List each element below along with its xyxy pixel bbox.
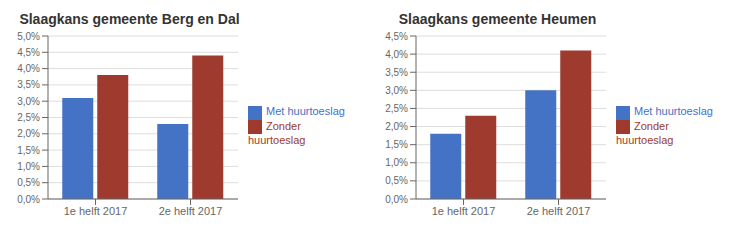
svg-text:2,5%: 2,5% bbox=[17, 112, 40, 123]
html-text:Met huurtoeslag: Met huurtoeslag bbox=[266, 105, 345, 118]
html-text:Zonder huurtoeslag: Zonder huurtoeslag bbox=[616, 119, 674, 146]
svg-text:1e helft 2017: 1e helft 2017 bbox=[432, 205, 496, 217]
svg-text:2e helft 2017: 2e helft 2017 bbox=[159, 205, 223, 217]
svg-text:5,0%: 5,0% bbox=[17, 31, 40, 42]
svg-text:2,5%: 2,5% bbox=[385, 103, 408, 114]
svg-text:4,5%: 4,5% bbox=[385, 31, 408, 42]
svg-text:4,0%: 4,0% bbox=[385, 49, 408, 60]
svg-text:0,5%: 0,5% bbox=[17, 177, 40, 188]
svg-text:1e helft 2017: 1e helft 2017 bbox=[64, 205, 128, 217]
svg-text:1,0%: 1,0% bbox=[385, 157, 408, 168]
svg-text:0,0%: 0,0% bbox=[385, 194, 408, 205]
svg-text:2e helft 2017: 2e helft 2017 bbox=[527, 205, 591, 217]
svg-text:1,5%: 1,5% bbox=[17, 145, 40, 156]
svg-text:2,0%: 2,0% bbox=[385, 121, 408, 132]
svg-text:0,5%: 0,5% bbox=[385, 175, 408, 186]
svg-text:3,0%: 3,0% bbox=[385, 85, 408, 96]
svg-text:3,5%: 3,5% bbox=[385, 67, 408, 78]
svg-text:4,0%: 4,0% bbox=[17, 63, 40, 74]
svg-text:0,0%: 0,0% bbox=[17, 194, 40, 205]
svg-text:1,5%: 1,5% bbox=[385, 139, 408, 150]
svg-text:4,5%: 4,5% bbox=[17, 47, 40, 58]
html-text:Met huurtoeslag: Met huurtoeslag bbox=[634, 105, 713, 118]
html-text:Slaagkans gemeente Berg en Dal: Slaagkans gemeente Berg en Dal bbox=[19, 11, 240, 27]
svg-text:3,0%: 3,0% bbox=[17, 96, 40, 107]
svg-text:1,0%: 1,0% bbox=[17, 161, 40, 172]
html-text:Zonder huurtoeslag: Zonder huurtoeslag bbox=[248, 119, 306, 146]
svg-text:3,5%: 3,5% bbox=[17, 79, 40, 90]
html-text:Slaagkans gemeente Heumen: Slaagkans gemeente Heumen bbox=[398, 11, 597, 27]
svg-text:2,0%: 2,0% bbox=[17, 128, 40, 139]
